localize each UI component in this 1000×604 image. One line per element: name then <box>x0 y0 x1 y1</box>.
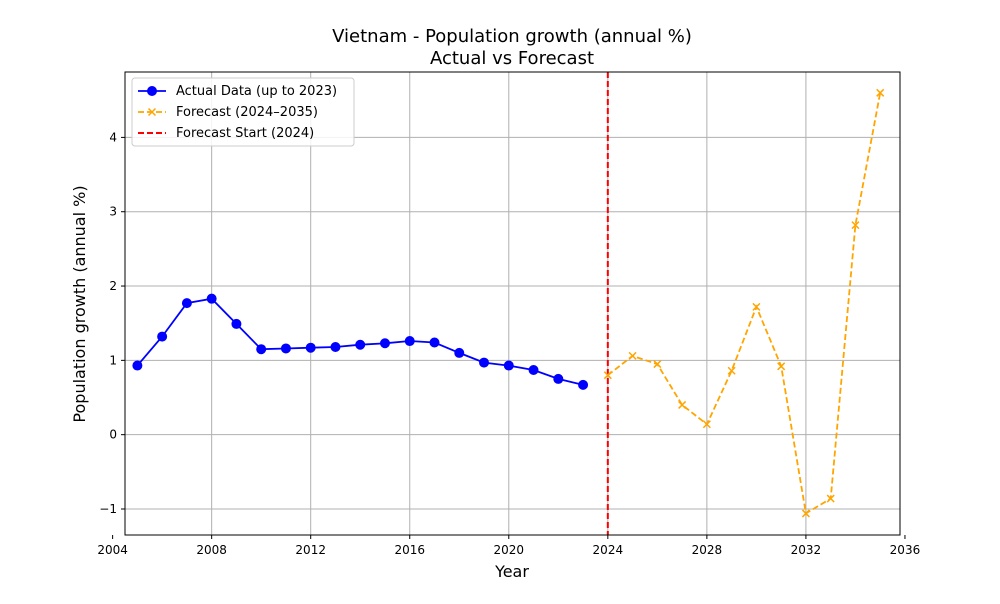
x-tick-label: 2008 <box>196 543 227 557</box>
grid-lines <box>125 72 900 535</box>
y-tick-label: 2 <box>109 279 117 293</box>
actual-data-point <box>206 293 217 304</box>
y-tick-label: −1 <box>99 502 117 516</box>
legend: Actual Data (up to 2023) Forecast (2024–… <box>131 77 355 147</box>
actual-data-point <box>503 360 514 371</box>
x-tick-label: 2036 <box>890 543 921 557</box>
actual-data-point <box>132 360 143 371</box>
series-layer <box>132 88 885 518</box>
forecast-data-point <box>653 360 662 369</box>
y-tick-label: 1 <box>109 353 117 367</box>
plot-area-frame <box>124 71 901 536</box>
legend-label-actual: Actual Data (up to 2023) <box>176 84 337 99</box>
actual-data-point <box>553 373 564 384</box>
x-tick-label: 2028 <box>692 543 723 557</box>
y-tick-label: 0 <box>109 428 117 442</box>
forecast-data-point <box>678 400 687 409</box>
actual-data-point <box>157 331 168 342</box>
series-actual <box>132 293 589 390</box>
legend-items <box>138 86 166 134</box>
chart-title: Vietnam - Population growth (annual %) <box>332 26 692 47</box>
y-tick-label: 3 <box>109 205 117 219</box>
actual-data-point <box>578 379 589 390</box>
chart-subtitle: Actual vs Forecast <box>430 48 594 69</box>
x-tick-label: 2024 <box>593 543 624 557</box>
actual-data-point <box>231 318 242 329</box>
legend-box <box>131 77 355 147</box>
y-axis-ticks: −1 0 1 2 3 4 <box>99 130 125 516</box>
actual-data-point <box>330 341 341 352</box>
x-axis-ticks: 2004 2008 2012 2016 2020 2024 2028 2032 2036 <box>97 535 920 557</box>
actual-data-point <box>181 298 192 309</box>
actual-data-point <box>454 347 465 358</box>
x-tick-label: 2020 <box>494 543 525 557</box>
actual-data-point <box>280 343 291 354</box>
forecast-data-point <box>826 494 835 503</box>
forecast-data-point <box>702 420 711 429</box>
legend-marker-actual <box>147 86 157 96</box>
x-tick-label: 2012 <box>295 543 326 557</box>
forecast-data-point <box>801 509 810 518</box>
series-forecast <box>603 88 885 518</box>
forecast-data-point <box>752 302 761 311</box>
forecast-line <box>607 92 882 515</box>
actual-data-point <box>355 339 366 350</box>
actual-data-point <box>379 338 390 349</box>
forecast-data-point <box>727 366 736 375</box>
x-axis-label: Year <box>494 562 529 581</box>
actual-data-point <box>528 365 539 376</box>
forecast-data-point <box>876 88 885 97</box>
forecast-data-point <box>603 371 612 380</box>
forecast-data-point <box>628 351 637 360</box>
y-tick-label: 4 <box>109 130 117 144</box>
forecast-data-point <box>851 221 860 230</box>
x-tick-label: 2004 <box>97 543 128 557</box>
forecast-data-point <box>777 362 786 371</box>
x-tick-label: 2032 <box>791 543 822 557</box>
actual-data-point <box>256 344 267 355</box>
legend-marker-forecast <box>147 107 157 117</box>
legend-label-forecast-start: Forecast Start (2024) <box>176 126 314 141</box>
legend-label-forecast: Forecast (2024–2035) <box>176 105 318 120</box>
actual-data-point <box>479 357 490 368</box>
actual-data-point <box>404 336 415 347</box>
actual-data-point <box>429 337 440 348</box>
actual-data-point <box>305 342 316 353</box>
y-axis-label: Population growth (annual %) <box>70 185 89 422</box>
x-tick-label: 2016 <box>394 543 425 557</box>
